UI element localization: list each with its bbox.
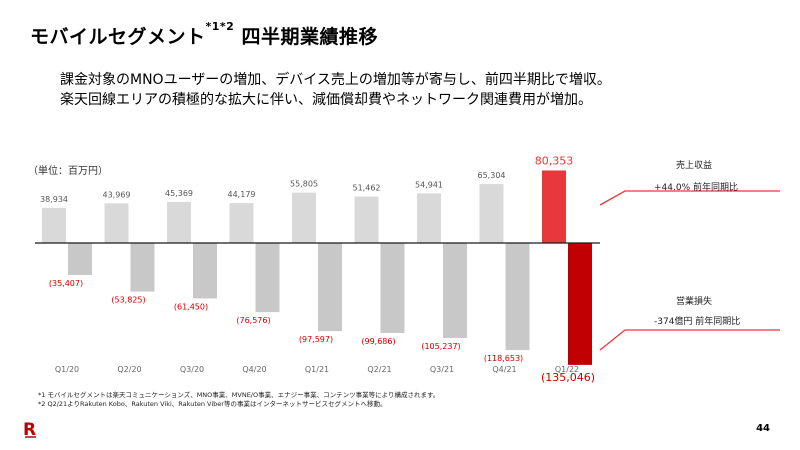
revenue-label-Q1/20: 38,934 [40,195,68,204]
loss-label-Q2/20: (53,825) [111,296,145,305]
revenue-bar-Q2/20 [104,203,129,243]
revenue-bar-Q2/21 [354,196,379,243]
loss-label-Q4/21: (118,653) [484,354,523,363]
loss-label-Q3/21: (105,237) [421,342,460,351]
revenue-label-Q3/20: 45,369 [165,189,193,198]
x-tick-Q4/20: Q4/20 [242,365,266,374]
revenue-label-Q1/22: 80,353 [535,154,574,167]
revenue-bar-Q1/20 [42,207,66,243]
loss-bar-Q2/20 [130,243,155,292]
unit-label: （単位：百万円） [28,166,108,177]
revenue-bar-Q3/20 [167,202,191,243]
loss-callout-change: -374億円 前年同期比 [654,317,741,327]
revenue-label-Q4/21: 65,304 [478,171,506,180]
logo-text: R [23,420,36,438]
footnote-1: *1 モバイルセグメントは楽天コミュニケーションズ、MNO事業、MVNE/O事業… [38,391,440,399]
loss-bar-Q3/21 [443,243,467,338]
loss-bar-Q3/20 [193,243,217,299]
x-tick-Q2/21: Q2/21 [367,365,391,374]
revenue-callout-line [599,190,780,206]
x-tick-Q3/21: Q3/21 [430,365,454,374]
loss-label-Q1/21: (97,597) [299,335,333,344]
x-tick-Q1/20: Q1/20 [55,365,79,374]
revenue-bar-Q1/21 [292,192,316,243]
loss-label-Q2/21: (99,686) [361,337,395,346]
summary-line-1: 課金対象のMNOユーザーの増加、デバイス売上の増加等が寄与し、前四半期比で増収。 [60,72,611,88]
x-tick-Q4/21: Q4/21 [492,365,516,374]
x-tick-Q2/20: Q2/20 [117,365,141,374]
revenue-label-Q4/20: 44,179 [228,190,256,199]
title-footnote-mark: *1*2 [205,20,235,33]
loss-bar-Q2/21 [380,243,405,333]
summary-text: 課金対象のMNOユーザーの増加、デバイス売上の増加等が寄与し、前四半期比で増収。… [60,70,611,110]
loss-bar-Q4/21 [505,243,530,351]
footnote-2: *2 Q2/21よりRakuten Kobo、Rakuten Viki、Raku… [38,400,387,408]
revenue-bar-Q4/20 [229,203,254,243]
revenue-bar-Q3/21 [417,193,441,243]
loss-callout-line [599,329,780,351]
x-tick-Q1/21: Q1/21 [305,365,329,374]
loss-bar-Q1/21 [318,243,342,332]
revenue-label-Q3/21: 54,941 [415,180,443,189]
loss-label-Q1/22: (135,046) [541,371,595,384]
loss-callout-title: 営業損失 [676,297,713,307]
x-tick-Q3/20: Q3/20 [180,365,204,374]
revenue-label-Q1/21: 55,805 [290,180,318,189]
loss-bar-Q1/20 [68,243,92,275]
revenue-callout-title: 売上収益 [676,161,713,171]
rakuten-logo-icon: R [23,420,36,438]
page-title: モバイルセグメント*1*2 四半期業績推移 [30,20,378,48]
loss-label-Q4/20: (76,576) [236,316,270,325]
x-tick-Q1/22: Q1/22 [555,365,579,374]
revenue-bar-Q4/21 [479,184,504,243]
loss-bar-Q4/20 [255,243,280,313]
loss-label-Q1/20: (35,407) [49,279,83,288]
revenue-callout-change: +44.0% 前年同期比 [654,183,738,193]
footnotes: *1 モバイルセグメントは楽天コミュニケーションズ、MNO事業、MVNE/O事業… [38,391,439,409]
revenue-bar-Q1/22 [542,170,566,243]
revenue-label-Q2/20: 43,969 [103,190,131,199]
loss-bar-Q1/22 [568,243,592,365]
revenue-label-Q2/21: 51,462 [353,184,381,193]
summary-line-2: 楽天回線エリアの積極的な拡大に伴い、減価償却費やネットワーク関連費用が増加。 [60,92,592,108]
loss-label-Q3/20: (61,450) [174,302,208,311]
page-number: 44 [756,423,770,434]
